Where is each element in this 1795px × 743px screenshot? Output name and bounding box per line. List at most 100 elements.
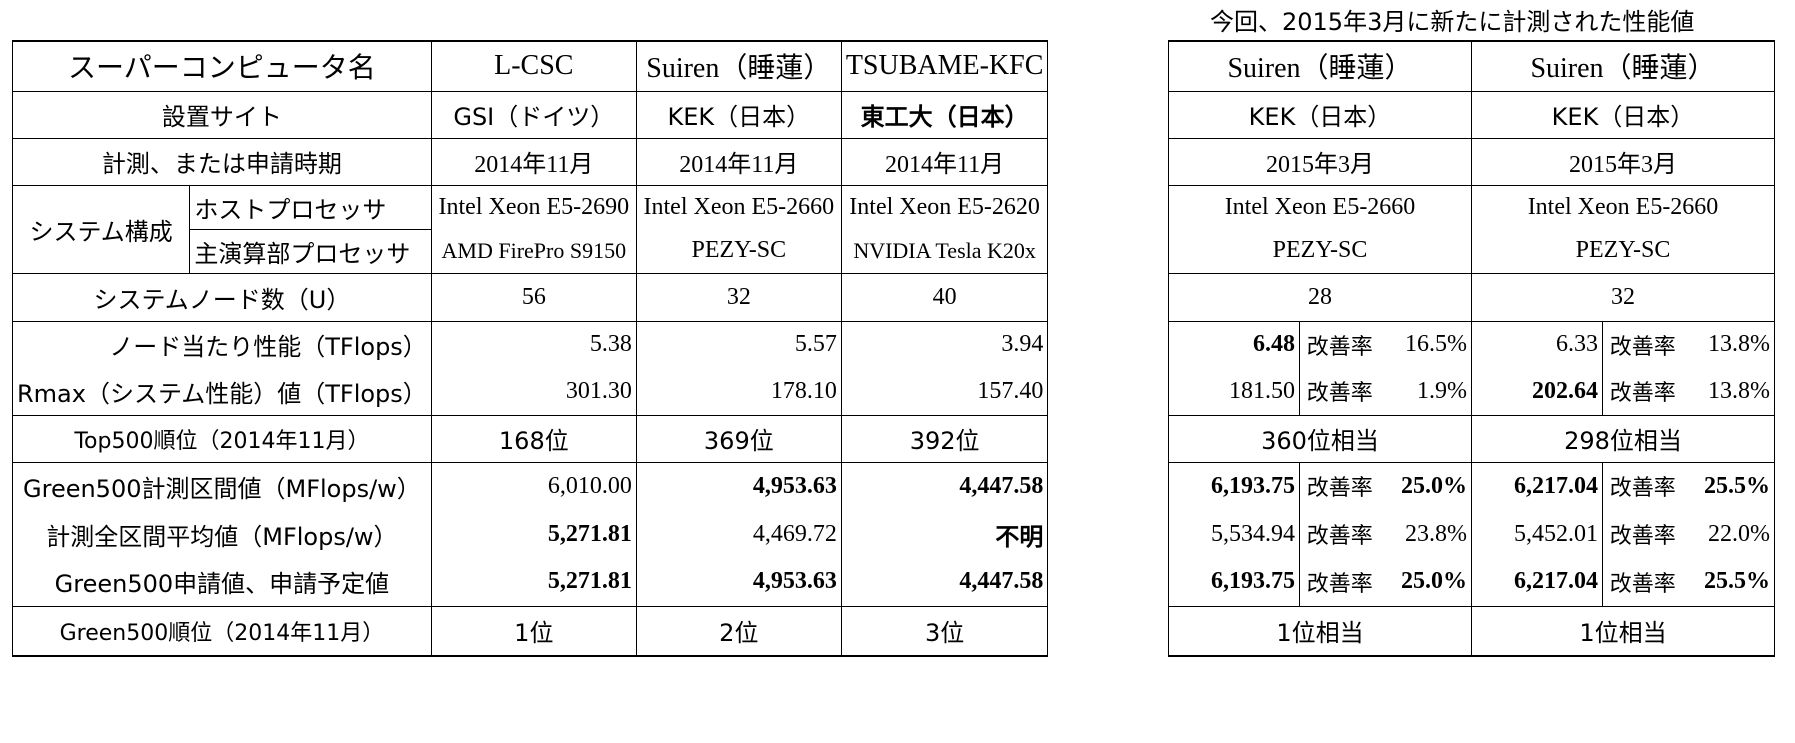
cell-g500-rank: 1位相当 xyxy=(1168,605,1472,657)
improve-rate: 23.8% xyxy=(1379,510,1472,558)
cell-period: 2014年11月 xyxy=(430,137,637,186)
table-row: Suiren（睡蓮） Suiren（睡蓮） xyxy=(1168,40,1775,92)
cell-avg: 不明 xyxy=(840,510,1049,558)
cell-node-perf: 6.48 xyxy=(1168,320,1300,368)
supercomputer-comparison-table: スーパーコンピュータ名 L-CSC Suiren（睡蓮） TSUBAME-KFC… xyxy=(11,40,1049,657)
table-row: 360位相当 298位相当 xyxy=(1168,414,1775,463)
cell-top500: 298位相当 xyxy=(1471,414,1775,463)
header-label: スーパーコンピュータ名 xyxy=(12,40,432,92)
cell-top500: 360位相当 xyxy=(1168,414,1472,463)
cell-main-processor: PEZY-SC xyxy=(1168,229,1472,274)
cell-node-perf: 5.57 xyxy=(635,320,842,368)
improve-rate: 1.9% xyxy=(1379,368,1472,416)
table-row: Green500申請値、申請予定値 5,271.81 4,953.63 4,44… xyxy=(12,558,1049,607)
improve-label: 改善率 xyxy=(1299,368,1380,416)
cell-g500-rank: 1位 xyxy=(430,605,637,657)
improve-rate: 16.5% xyxy=(1379,320,1472,368)
table-row: 2015年3月 2015年3月 xyxy=(1168,137,1775,186)
cell-period: 2015年3月 xyxy=(1471,137,1775,186)
cell-main-processor: NVIDIA Tesla K20x xyxy=(840,229,1049,274)
cell-period: 2014年11月 xyxy=(840,137,1049,186)
cell-nodes: 40 xyxy=(840,272,1049,322)
col-header-suiren-2015-a: Suiren（睡蓮） xyxy=(1168,40,1472,92)
table-row: スーパーコンピュータ名 L-CSC Suiren（睡蓮） TSUBAME-KFC xyxy=(12,40,1049,92)
cell-avg: 5,452.01 xyxy=(1471,510,1603,558)
improve-rate: 25.5% xyxy=(1682,461,1775,510)
cell-site: KEK（日本） xyxy=(635,90,842,139)
cell-node-perf: 5.38 xyxy=(430,320,637,368)
col-header-suiren-2015-b: Suiren（睡蓮） xyxy=(1471,40,1775,92)
row-label-g500-interval: Green500計測区間値（MFlops/w） xyxy=(12,461,432,510)
cell-g500-submit: 5,271.81 xyxy=(430,558,637,607)
cell-g500-submit: 6,193.75 xyxy=(1168,558,1300,607)
improve-label: 改善率 xyxy=(1602,368,1683,416)
cell-nodes: 56 xyxy=(430,272,637,322)
table-row: Top500順位（2014年11月） 168位 369位 392位 xyxy=(12,414,1049,463)
cell-node-perf: 3.94 xyxy=(840,320,1049,368)
table-row: 5,534.94 改善率 23.8% 5,452.01 改善率 22.0% xyxy=(1168,510,1775,558)
col-header-lcsc: L-CSC xyxy=(430,40,637,92)
table-row: Rmax（システム性能）値（TFlops） 301.30 178.10 157.… xyxy=(12,368,1049,416)
improve-rate: 25.0% xyxy=(1379,461,1472,510)
table-row: 主演算部プロセッサ AMD FirePro S9150 PEZY-SC NVID… xyxy=(13,228,1049,274)
col-header-tsubame: TSUBAME-KFC xyxy=(840,40,1049,92)
cell-avg: 5,271.81 xyxy=(430,510,637,558)
row-label-system: システム構成 xyxy=(11,184,191,274)
cell-avg: 5,534.94 xyxy=(1168,510,1300,558)
table-row: 計測全区間平均値（MFlops/w） 5,271.81 4,469.72 不明 xyxy=(12,510,1049,558)
cell-rmax: 181.50 xyxy=(1168,368,1300,416)
row-label-main-processor: 主演算部プロセッサ xyxy=(189,228,432,274)
table-row: PEZY-SC PEZY-SC xyxy=(1168,229,1775,274)
cell-main-processor: PEZY-SC xyxy=(1471,229,1775,274)
table-row: 1位相当 1位相当 xyxy=(1168,605,1775,657)
row-label-avg: 計測全区間平均値（MFlops/w） xyxy=(12,510,432,558)
table-row: 28 32 xyxy=(1168,272,1775,322)
table-row: システム構成 ホストプロセッサ Intel Xeon E5-2690 Intel… xyxy=(11,184,1049,274)
improve-label: 改善率 xyxy=(1299,461,1380,510)
cell-host: Intel Xeon E5-2690 xyxy=(430,184,637,229)
cell-g500-interval: 6,010.00 xyxy=(430,461,637,510)
cell-period: 2014年11月 xyxy=(635,137,842,186)
cell-g500-submit: 4,953.63 xyxy=(635,558,842,607)
cell-site: GSI（ドイツ） xyxy=(430,90,637,139)
cell-rmax: 301.30 xyxy=(430,368,637,416)
row-label-top500: Top500順位（2014年11月） xyxy=(12,414,432,463)
cell-rmax: 202.64 xyxy=(1471,368,1603,416)
table-row: 6,193.75 改善率 25.0% 6,217.04 改善率 25.5% xyxy=(1168,558,1775,607)
cell-g500-submit: 4,447.58 xyxy=(840,558,1049,607)
table-row: 181.50 改善率 1.9% 202.64 改善率 13.8% xyxy=(1168,368,1775,416)
improve-label: 改善率 xyxy=(1602,510,1683,558)
cell-g500-submit: 6,217.04 xyxy=(1471,558,1603,607)
improve-label: 改善率 xyxy=(1602,558,1683,607)
cell-nodes: 32 xyxy=(1471,272,1775,322)
improve-label: 改善率 xyxy=(1602,461,1683,510)
table-caption: 今回、2015年3月に新たに計測された性能値 xyxy=(1210,8,1695,36)
table-row: ノード当たり性能（TFlops） 5.38 5.57 3.94 xyxy=(12,320,1049,368)
improve-rate: 25.5% xyxy=(1682,558,1775,607)
table-row: システムノード数（U） 56 32 40 xyxy=(12,272,1049,322)
table-row: 設置サイト GSI（ドイツ） KEK（日本） 東工大（日本） xyxy=(12,90,1049,139)
improve-label: 改善率 xyxy=(1299,510,1380,558)
cell-host: Intel Xeon E5-2660 xyxy=(635,184,842,229)
row-label-site: 設置サイト xyxy=(12,90,432,139)
improve-rate: 13.8% xyxy=(1682,368,1775,416)
row-label-host: ホストプロセッサ xyxy=(189,184,432,230)
cell-avg: 4,469.72 xyxy=(635,510,842,558)
cell-site: 東工大（日本） xyxy=(840,90,1049,139)
improve-rate: 25.0% xyxy=(1379,558,1472,607)
cell-top500: 392位 xyxy=(840,414,1049,463)
table-row: 6.48 改善率 16.5% 6.33 改善率 13.8% xyxy=(1168,320,1775,368)
cell-g500-rank: 3位 xyxy=(840,605,1049,657)
cell-g500-interval: 6,193.75 xyxy=(1168,461,1300,510)
col-header-suiren-2014: Suiren（睡蓮） xyxy=(635,40,842,92)
row-label-nodes: システムノード数（U） xyxy=(12,272,432,322)
table-row: KEK（日本） KEK（日本） xyxy=(1168,90,1775,139)
cell-nodes: 28 xyxy=(1168,272,1472,322)
cell-main-processor: AMD FirePro S9150 xyxy=(430,229,637,274)
cell-rmax: 178.10 xyxy=(635,368,842,416)
cell-host: Intel Xeon E5-2660 xyxy=(1168,184,1472,229)
improve-rate: 13.8% xyxy=(1682,320,1775,368)
cell-node-perf: 6.33 xyxy=(1471,320,1603,368)
cell-g500-interval: 4,447.58 xyxy=(840,461,1049,510)
cell-rmax: 157.40 xyxy=(840,368,1049,416)
